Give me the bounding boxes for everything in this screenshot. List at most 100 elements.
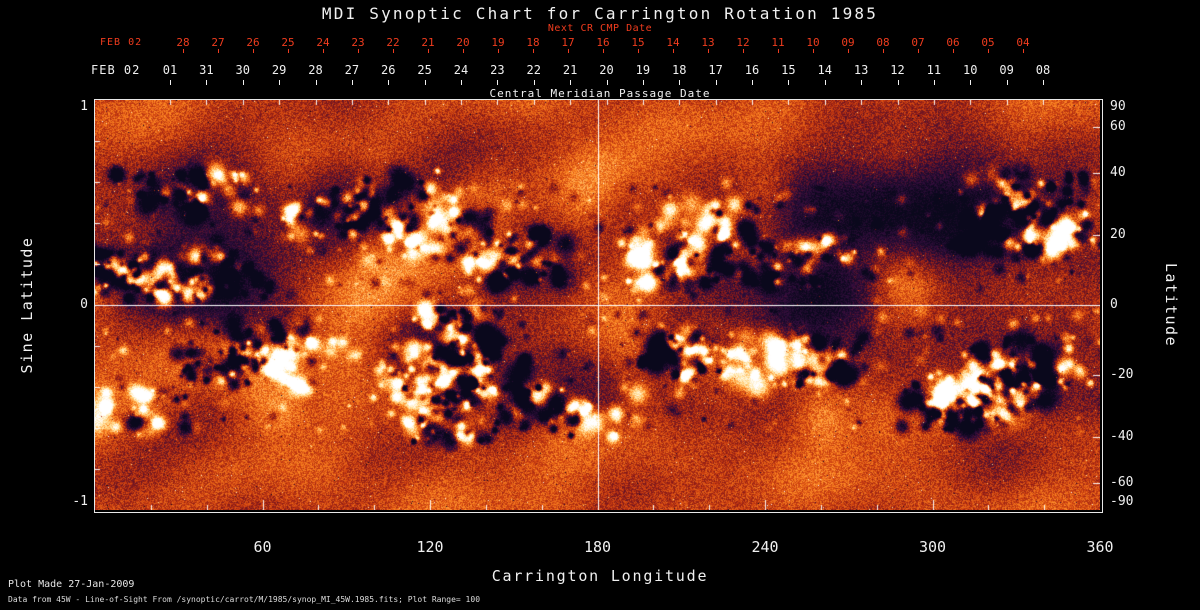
cmp-axis-month-label: FEB 02 — [91, 63, 141, 77]
red-axis-tick-mark — [638, 49, 639, 53]
cmp-date-tick-label: 01 — [162, 63, 178, 77]
cmp-date-tick-label: 20 — [599, 63, 614, 77]
red-axis-tick-mark — [848, 49, 849, 53]
red-date-tick-label: 14 — [666, 36, 680, 49]
red-date-tick-label: 05 — [981, 36, 995, 49]
red-axis-tick-mark — [253, 49, 254, 53]
red-date-tick-label: 21 — [421, 36, 435, 49]
cmp-date-tick-label: 17 — [708, 63, 723, 77]
latitude-tick-label: 60 — [1110, 119, 1126, 135]
longitude-tick-label: 300 — [918, 538, 947, 556]
red-date-tick-label: 28 — [176, 36, 190, 49]
cmp-date-tick-label: 31 — [199, 63, 214, 77]
longitude-tick-label: 240 — [751, 538, 779, 556]
data-source-note: Data from 45W - Line-of-Sight From /syno… — [8, 595, 481, 604]
cmp-date-tick-label: 22 — [526, 63, 541, 77]
date-axis-tick-mark — [642, 80, 644, 85]
cmp-date-tick-label: 12 — [890, 63, 905, 77]
red-date-tick-label: 23 — [351, 36, 365, 49]
date-axis-tick-mark — [606, 80, 608, 85]
cmp-date-tick-label: 30 — [235, 63, 250, 77]
cmp-date-tick-label: 23 — [490, 63, 505, 77]
red-date-tick-label: 19 — [491, 36, 505, 49]
red-axis-tick-mark — [953, 49, 954, 53]
cmp-date-tick-label: 10 — [963, 63, 978, 77]
red-axis-tick-mark — [988, 49, 989, 53]
latitude-tick-label: 90 — [1110, 99, 1126, 114]
left-axis-title: Sine Latitude — [18, 236, 36, 374]
red-axis-tick-mark — [708, 49, 709, 53]
latitude-tick-label: 0 — [1110, 297, 1118, 312]
red-date-tick-label: 04 — [1016, 36, 1030, 49]
cmp-date-tick-label: 24 — [453, 63, 469, 77]
cmp-date-tick-label: 16 — [744, 63, 760, 77]
sine-latitude-tick-label: 1 — [80, 99, 88, 114]
right-axis-title: Latitude — [1162, 262, 1180, 348]
red-axis-tick-mark — [463, 49, 464, 53]
sine-latitude-tick-label: -1 — [72, 494, 88, 509]
central-meridian-passage-date-label: Central Meridian Passage Date — [489, 87, 711, 100]
date-axis-tick-mark — [351, 80, 353, 85]
date-axis-tick-mark — [461, 80, 462, 85]
red-date-tick-label: 18 — [526, 36, 540, 49]
red-axis-tick-mark — [498, 49, 499, 53]
cmp-date-tick-label: 09 — [999, 63, 1014, 77]
red-axis-tick-mark — [673, 49, 674, 53]
plot-made-note: Plot Made 27-Jan-2009 — [8, 579, 135, 590]
latitude-tick-label: 40 — [1110, 165, 1126, 181]
page-title: MDI Synoptic Chart for Carrington Rotati… — [321, 4, 879, 23]
date-axis-tick-mark — [315, 80, 317, 85]
red-date-tick-label: 06 — [946, 36, 960, 49]
red-date-tick-label: 13 — [701, 36, 715, 49]
red-axis-tick-mark — [393, 49, 394, 53]
latitude-tick-label: -40 — [1110, 428, 1134, 444]
longitude-tick-label: 360 — [1086, 538, 1114, 556]
cmp-date-tick-label: 14 — [817, 63, 832, 77]
red-axis-tick-mark — [568, 49, 569, 53]
red-axis-tick-mark — [428, 49, 429, 53]
red-axis-tick-mark — [1023, 49, 1024, 53]
date-axis-tick-mark — [824, 80, 826, 85]
red-axis-tick-mark — [918, 49, 919, 53]
cmp-date-tick-label: 28 — [308, 63, 323, 77]
latitude-tick-label: -20 — [1110, 367, 1134, 383]
red-date-tick-label: 12 — [736, 36, 750, 49]
red-date-tick-label: 25 — [281, 36, 295, 49]
cmp-date-tick-label: 27 — [344, 63, 360, 77]
cmp-date-tick-label: 13 — [853, 63, 869, 77]
date-axis-tick-mark — [388, 80, 390, 85]
red-date-tick-label: 08 — [876, 36, 890, 49]
red-axis-tick-mark — [743, 49, 744, 53]
date-axis-tick-mark — [242, 80, 244, 85]
longitude-tick-label: 120 — [416, 538, 444, 556]
date-axis-tick-mark — [752, 80, 753, 85]
date-axis-tick-mark — [533, 80, 535, 85]
cmp-date-tick-label: 15 — [781, 63, 796, 77]
cmp-date-tick-label: 19 — [635, 63, 651, 77]
red-axis-tick-mark — [218, 49, 219, 53]
magnetogram-canvas — [95, 100, 1100, 510]
red-axis-tick-mark — [358, 49, 359, 53]
red-date-tick-label: 16 — [596, 36, 610, 49]
red-axis-tick-mark — [183, 49, 184, 53]
date-axis-tick-mark — [970, 80, 972, 85]
red-date-tick-label: 26 — [246, 36, 260, 49]
latitude-tick-label: 20 — [1110, 226, 1126, 242]
date-axis-tick-mark — [897, 80, 899, 85]
red-axis-tick-mark — [778, 49, 779, 53]
red-axis-tick-mark — [813, 49, 814, 53]
cmp-date-tick-label: 18 — [672, 63, 687, 77]
red-axis-tick-mark — [603, 49, 604, 53]
date-axis-tick-mark — [788, 80, 790, 85]
date-axis-tick-mark — [570, 80, 572, 85]
date-axis-tick-mark — [497, 80, 499, 85]
red-date-tick-label: 11 — [771, 36, 785, 49]
cmp-date-tick-label: 26 — [381, 63, 396, 77]
red-date-tick-label: 22 — [386, 36, 400, 49]
date-axis-tick-mark — [424, 80, 426, 85]
cmp-date-tick-label: 29 — [271, 63, 287, 77]
date-axis-tick-mark — [279, 80, 281, 85]
red-date-tick-label: 27 — [211, 36, 225, 49]
latitude-tick-label: -60 — [1110, 474, 1134, 490]
